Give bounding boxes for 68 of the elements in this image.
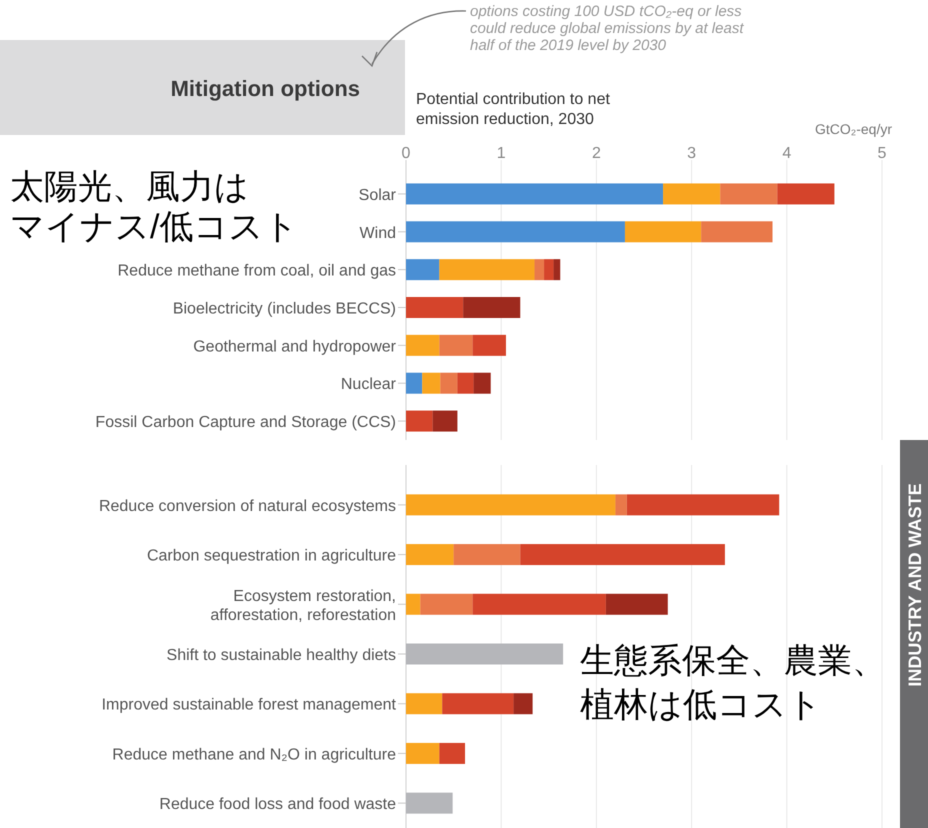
category-label: Reduce conversion of natural ecosystems xyxy=(98,498,396,515)
x-tick-label: 3 xyxy=(687,145,696,162)
bar xyxy=(615,494,627,516)
bar xyxy=(406,644,564,664)
chart-title: Mitigation options xyxy=(170,76,360,101)
bar xyxy=(514,693,533,714)
category-label: Shift to sustainable healthy diets xyxy=(166,647,396,664)
bar xyxy=(406,221,625,242)
bar xyxy=(420,594,473,615)
bar xyxy=(442,693,514,714)
x-tick-label: 2 xyxy=(592,145,601,162)
bar xyxy=(777,183,834,204)
bar xyxy=(406,259,440,280)
bar xyxy=(472,594,606,615)
y-tick-label: Bioelectricity (includes BECCS) xyxy=(172,300,396,318)
bar xyxy=(406,594,420,615)
x-axis-title: Potential contribution to net emission reduction, 2030 xyxy=(416,91,610,128)
category-label: Ecosystem restoration, afforestation, reforestation xyxy=(210,588,396,624)
bar xyxy=(626,494,780,516)
text: 太陽光、風力はマイナス/低コスト xyxy=(10,168,298,246)
x-tick-label: 0 xyxy=(402,145,411,162)
x-tick-label: 1 xyxy=(496,145,506,162)
y-tick-label: Wind xyxy=(360,224,396,242)
bar xyxy=(406,544,454,566)
bar xyxy=(606,594,668,615)
y-tick-label: Fossil Carbon Capture and Storage (CCS) xyxy=(95,414,396,432)
bar xyxy=(406,792,453,814)
bar xyxy=(406,742,440,764)
category-label: Improved sustainable forest management xyxy=(102,696,396,714)
category-label: Reduce methane and N₂O in agriculture xyxy=(112,746,396,764)
bar xyxy=(472,334,506,356)
bar xyxy=(720,183,778,204)
bar xyxy=(624,221,702,242)
bar xyxy=(554,259,560,280)
bar xyxy=(701,221,773,242)
bar xyxy=(474,372,491,394)
bar xyxy=(457,372,474,394)
bar xyxy=(663,183,720,204)
bar xyxy=(439,334,473,356)
annotation: 生態系保全、農業、植林は低コスト xyxy=(580,642,886,724)
bar xyxy=(406,334,440,356)
x-tick-label: 5 xyxy=(878,145,887,162)
bar xyxy=(406,693,442,714)
y-tick-label: Solar xyxy=(358,186,397,204)
y-tick-label: Nuclear xyxy=(340,376,397,394)
bar xyxy=(406,297,464,318)
bar xyxy=(422,372,440,394)
bar xyxy=(463,297,520,318)
bar xyxy=(520,544,725,566)
bar xyxy=(544,259,554,280)
bar xyxy=(439,742,466,764)
text: options costing 100 USD tCO₂-eq or less could reduce global emissions by at least half of the 2019 level by 2030 xyxy=(470,3,744,54)
bar xyxy=(454,544,520,566)
bar xyxy=(432,410,458,432)
bar xyxy=(406,410,433,432)
text: GtCO₂-eq/yr xyxy=(815,121,892,137)
bar xyxy=(439,259,535,280)
text: INDUSTRY AND WASTE xyxy=(905,483,925,687)
bar xyxy=(406,494,616,516)
bar xyxy=(406,372,422,394)
y-tick-label: Reduce methane from coal, oil and gas xyxy=(118,262,396,280)
y-tick-label: Geothermal and hydropower xyxy=(193,338,397,356)
x-tick-label: 4 xyxy=(782,145,792,162)
category-label: Carbon sequestration in agriculture xyxy=(146,548,396,565)
bar xyxy=(534,259,544,280)
category-label: Reduce food loss and food waste xyxy=(159,796,396,814)
bar xyxy=(440,372,458,394)
bar xyxy=(406,183,664,204)
